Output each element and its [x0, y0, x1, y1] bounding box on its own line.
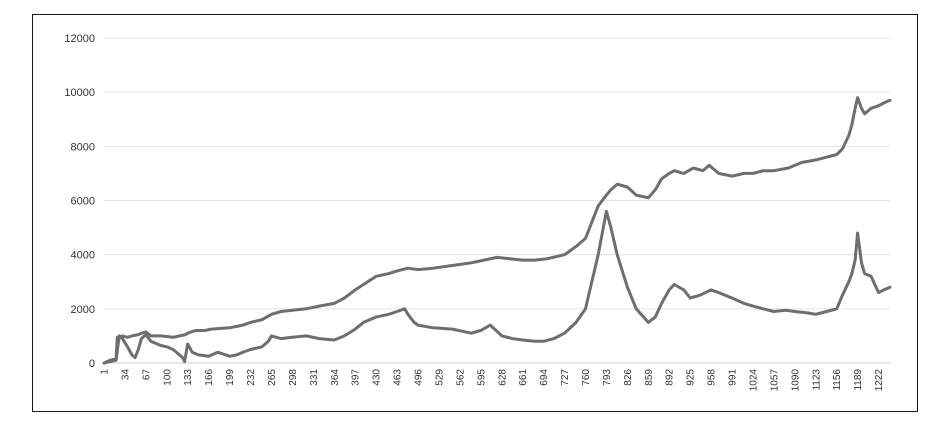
x-tick-label: 727: [560, 369, 571, 386]
y-tick-label: 6000: [71, 196, 95, 208]
x-tick-label: 1024: [748, 369, 759, 392]
x-tick-label: 958: [707, 369, 718, 386]
y-tick-label: 12000: [64, 33, 95, 45]
chart-frame: [32, 14, 918, 412]
y-tick-label: 4000: [71, 250, 95, 262]
x-tick-label: 1: [100, 369, 111, 375]
x-tick-label: 892: [665, 369, 676, 386]
x-axis-ticks: 1 34 67 100 133 166 199 232 265 298 331 364 397 430 46…: [100, 369, 886, 392]
x-tick-label: 166: [204, 369, 215, 386]
x-tick-label: 793: [602, 369, 613, 386]
x-tick-label: 628: [497, 369, 508, 386]
x-tick-label: 694: [539, 369, 550, 386]
x-tick-label: 67: [141, 369, 152, 381]
x-tick-label: 1090: [790, 369, 801, 392]
x-tick-label: 232: [246, 369, 257, 386]
x-tick-label: 1123: [811, 369, 822, 391]
y-tick-label: 0: [89, 358, 95, 370]
x-tick-label: 1057: [769, 369, 780, 392]
x-tick-label: 859: [644, 369, 655, 386]
y-axis-ticks: 0 2000 4000 6000 8000 10000 12000: [64, 33, 95, 370]
x-tick-label: 496: [414, 369, 425, 386]
x-tick-label: 661: [518, 369, 529, 386]
x-tick-label: 364: [330, 369, 341, 386]
series-group: [102, 96, 892, 365]
x-tick-label: 430: [372, 369, 383, 386]
x-tick-label: 331: [309, 369, 320, 386]
x-tick-label: 826: [623, 369, 634, 386]
x-tick-label: 925: [686, 369, 697, 386]
x-tick-label: 991: [728, 369, 739, 386]
x-tick-label: 529: [434, 369, 445, 386]
x-tick-label: 1156: [832, 369, 843, 391]
y-tick-label: 8000: [71, 141, 95, 153]
grid-lines: [104, 37, 890, 310]
x-tick-label: 199: [225, 369, 236, 386]
x-tick-label: 1189: [853, 369, 864, 391]
x-tick-label: 1222: [874, 369, 885, 392]
x-tick-label: 298: [288, 369, 299, 386]
x-tick-label: 397: [351, 369, 362, 386]
x-tick-label: 265: [267, 369, 278, 386]
x-tick-label: 595: [476, 369, 487, 386]
x-tick-label: 562: [455, 369, 466, 386]
y-tick-label: 10000: [64, 87, 95, 99]
series-line-1: [102, 96, 892, 365]
y-tick-label: 2000: [71, 304, 95, 316]
x-tick-label: 133: [183, 369, 194, 386]
x-tick-label: 760: [581, 369, 592, 386]
x-tick-label: 100: [162, 369, 173, 386]
x-tick-label: 34: [120, 369, 131, 381]
x-tick-label: 463: [393, 369, 404, 386]
series-line-2: [102, 209, 892, 365]
